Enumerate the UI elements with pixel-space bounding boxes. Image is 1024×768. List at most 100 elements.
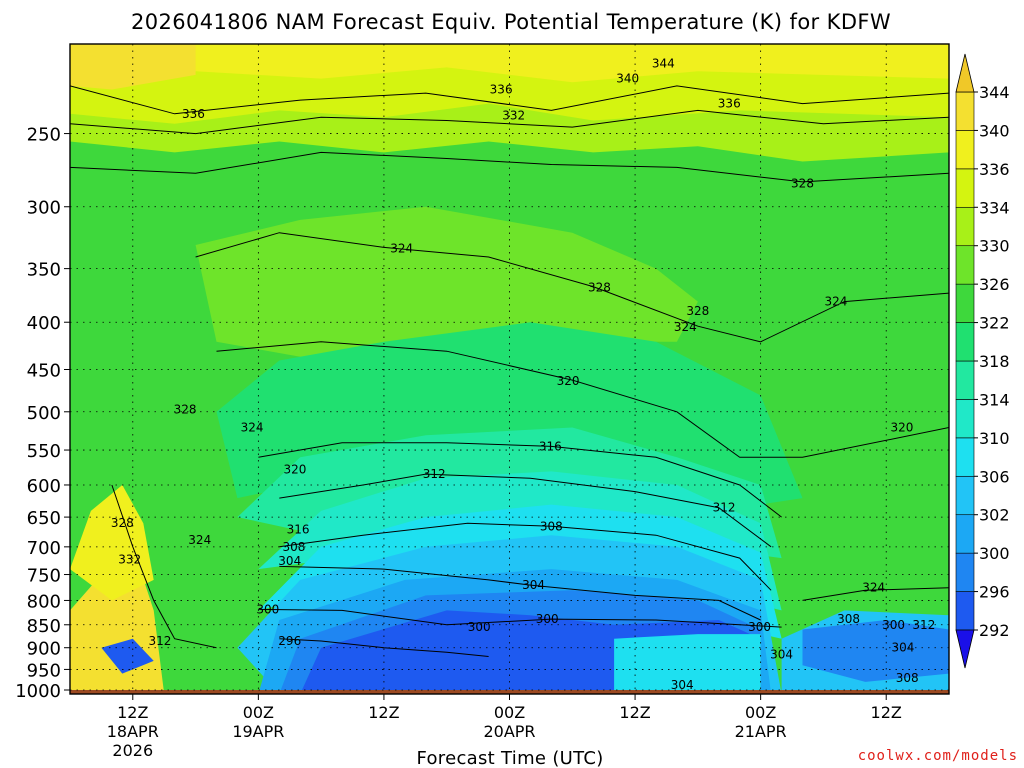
field-band-warm-pool: [614, 634, 761, 694]
colorbar-segment: [955, 245, 975, 285]
contour-label-300: 300: [468, 620, 491, 634]
x-tick-label: 21APR: [735, 722, 787, 741]
y-tick-label: 900: [27, 639, 61, 660]
colorbar-segment: [955, 91, 975, 131]
x-tick-label: 2026: [112, 741, 153, 760]
y-tick-label: 1000: [15, 681, 61, 702]
x-tick-label: 12Z: [368, 703, 399, 722]
colorbar-label: 296: [979, 583, 1010, 602]
contour-label-324: 324: [825, 295, 848, 309]
y-tick-label: 550: [27, 441, 61, 462]
contour-label-340: 340: [616, 72, 639, 86]
colorbar-segment: [955, 552, 975, 592]
field-band-surface-cold: [101, 638, 154, 674]
x-tick-label: 12Z: [871, 703, 902, 722]
contour-label-300: 300: [882, 618, 905, 632]
y-tick-label: 300: [27, 198, 61, 219]
contour-label-316: 316: [539, 439, 562, 453]
contour-line-320: [216, 341, 949, 458]
colorbar-label: 318: [979, 352, 1010, 371]
contour-label-308: 308: [540, 519, 563, 533]
contour-label-320: 320: [557, 374, 580, 388]
y-tick-label: 600: [27, 476, 61, 497]
field-band-338: [70, 44, 949, 83]
contour-label-308: 308: [896, 671, 919, 685]
colorbar-segment: [955, 322, 975, 362]
colorbar-min-arrow: [955, 629, 975, 669]
colorbar-segment: [955, 399, 975, 439]
contour-label-308: 308: [282, 540, 305, 554]
contour-label-300: 300: [748, 620, 771, 634]
contour-line-332: [70, 109, 949, 135]
colorbar-label: 336: [979, 160, 1010, 179]
contour-label-300: 300: [536, 612, 559, 626]
x-tick-label: 20APR: [483, 722, 535, 741]
site-credit: coolwx.com/models: [857, 748, 1018, 764]
contour-label-328: 328: [174, 402, 197, 416]
x-tick-label: 00Z: [745, 703, 776, 722]
y-tick-label: 400: [27, 313, 61, 334]
y-tick-label: 650: [27, 508, 61, 529]
contour-label-316: 316: [287, 522, 310, 536]
colorbar-segment: [955, 475, 975, 516]
contour-label-312: 312: [149, 634, 172, 648]
contour-line-296: [279, 638, 489, 657]
colorbar-label: 306: [979, 467, 1010, 486]
colorbar-label: 300: [979, 544, 1010, 563]
contour-label-344: 344: [652, 57, 675, 71]
x-tick-label: 18APR: [107, 722, 159, 741]
contour-label-328: 328: [111, 516, 134, 530]
contour-label-300: 300: [256, 602, 279, 616]
contour-label-328: 328: [588, 281, 611, 295]
contour-label-324: 324: [390, 242, 413, 256]
x-tick-label: 12Z: [117, 703, 148, 722]
chart-title: 2026041806 NAM Forecast Equiv. Potential…: [131, 10, 891, 34]
contour-line-328: [70, 151, 949, 183]
contour-label-332: 332: [502, 109, 525, 123]
colorbar-label: 334: [979, 198, 1010, 217]
colorbar-segment: [955, 514, 975, 554]
colorbar-label: 344: [979, 83, 1010, 102]
contour-label-336: 336: [182, 107, 205, 121]
contour-line-308: [279, 522, 772, 591]
y-tick-label: 450: [27, 360, 61, 381]
contour-line-336: [70, 85, 949, 115]
y-tick-label: 700: [27, 538, 61, 559]
contour-label-312: 312: [912, 618, 935, 632]
contour-label-296: 296: [278, 634, 301, 648]
colorbar-max-arrow: [955, 53, 975, 93]
contour-label-324: 324: [862, 581, 885, 595]
y-tick-label: 750: [27, 566, 61, 587]
contour-label-320: 320: [890, 421, 913, 435]
x-tick-label: 19APR: [232, 722, 284, 741]
contour-label-304: 304: [770, 647, 793, 661]
field-band-late-300: [802, 620, 949, 682]
y-tick-label: 800: [27, 591, 61, 612]
y-tick-label: 850: [27, 616, 61, 637]
colorbar-segment: [955, 283, 975, 323]
colorbar-label: 314: [979, 390, 1010, 409]
colorbar-segment: [955, 360, 975, 400]
contour-label-304: 304: [278, 554, 301, 568]
contour-label-324: 324: [674, 320, 697, 334]
contour-label-336: 336: [718, 97, 741, 111]
y-tick-label: 950: [27, 660, 61, 681]
contour-line-304: [279, 565, 761, 621]
contour-line-surface: [111, 484, 217, 649]
x-tick-label: 00Z: [243, 703, 274, 722]
y-tick-label: 250: [27, 125, 61, 146]
contour-label-332: 332: [118, 552, 141, 566]
colorbar-label: 310: [979, 429, 1010, 448]
colorbar-segment: [955, 437, 975, 477]
contour-label-324: 324: [188, 533, 211, 547]
contour-label-304: 304: [522, 578, 545, 592]
contour-label-320: 320: [284, 462, 307, 476]
contour-label-312: 312: [423, 467, 446, 481]
colorbar-segment: [955, 591, 975, 631]
colorbar-segment: [955, 206, 975, 247]
colorbar-segment: [955, 130, 975, 170]
field-band-342: [70, 44, 196, 90]
y-tick-label: 500: [27, 403, 61, 424]
contour-line-324: [195, 232, 949, 343]
